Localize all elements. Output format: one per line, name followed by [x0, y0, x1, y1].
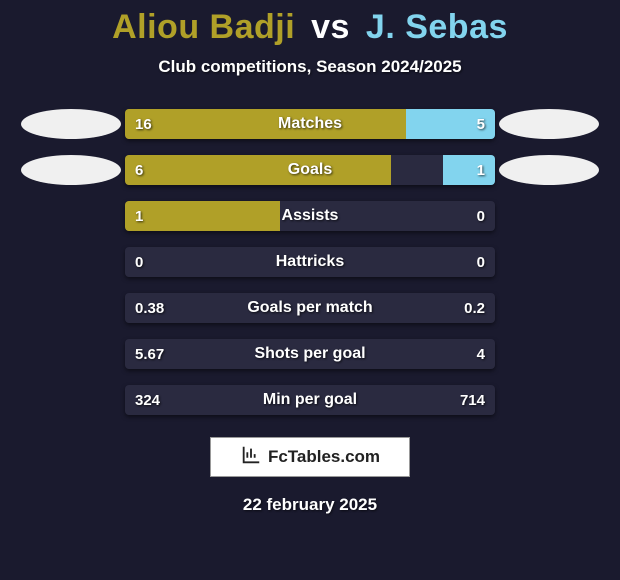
- stat-row: Min per goal324 714: [10, 385, 610, 415]
- footer-date: 22 february 2025: [0, 495, 620, 515]
- player2-badge: [499, 109, 599, 139]
- stats-chart: Matches165Goals61Assists10Hattricks00Goa…: [0, 109, 620, 415]
- player1-value: 5.67: [125, 339, 174, 369]
- stat-row: Hattricks0 0: [10, 247, 610, 277]
- player1-value: 324: [125, 385, 170, 415]
- stat-label: Goals per match: [125, 293, 495, 323]
- brand-text: FcTables.com: [268, 447, 380, 467]
- player1-badge: [21, 155, 121, 185]
- player2-badge: [499, 155, 599, 185]
- player2-value: 0: [467, 201, 495, 231]
- stat-bar: Goals per match0.38 0.2: [125, 293, 495, 323]
- player1-value: 0.38: [125, 293, 174, 323]
- stat-bar: Hattricks0 0: [125, 247, 495, 277]
- player1-fill: [125, 155, 391, 185]
- player1-badge: [21, 109, 121, 139]
- stat-bar: Matches165: [125, 109, 495, 139]
- player1-fill: [125, 109, 406, 139]
- brand-badge: FcTables.com: [210, 437, 410, 477]
- stat-bar: Shots per goal5.67 4: [125, 339, 495, 369]
- comparison-title: Aliou Badji vs J. Sebas: [0, 0, 620, 47]
- player2-fill: [406, 109, 495, 139]
- vs-text: vs: [311, 8, 350, 46]
- player1-name: Aliou Badji: [112, 8, 295, 46]
- stat-label: Hattricks: [125, 247, 495, 277]
- stat-row: Shots per goal5.67 4: [10, 339, 610, 369]
- player2-fill: [443, 155, 495, 185]
- subtitle: Club competitions, Season 2024/2025: [0, 57, 620, 77]
- player2-value: 0.2: [454, 293, 495, 323]
- stat-bar: Assists10: [125, 201, 495, 231]
- stat-label: Min per goal: [125, 385, 495, 415]
- chart-icon: [240, 444, 262, 471]
- player2-value: 4: [467, 339, 495, 369]
- stat-label: Shots per goal: [125, 339, 495, 369]
- player1-fill: [125, 201, 280, 231]
- player2-name: J. Sebas: [366, 8, 508, 46]
- stat-row: Matches165: [10, 109, 610, 139]
- player2-value: 0: [467, 247, 495, 277]
- stat-bar: Min per goal324 714: [125, 385, 495, 415]
- player1-value: 0: [125, 247, 153, 277]
- stat-row: Assists10: [10, 201, 610, 231]
- stat-row: Goals61: [10, 155, 610, 185]
- stat-row: Goals per match0.38 0.2: [10, 293, 610, 323]
- stat-bar: Goals61: [125, 155, 495, 185]
- player2-value: 714: [450, 385, 495, 415]
